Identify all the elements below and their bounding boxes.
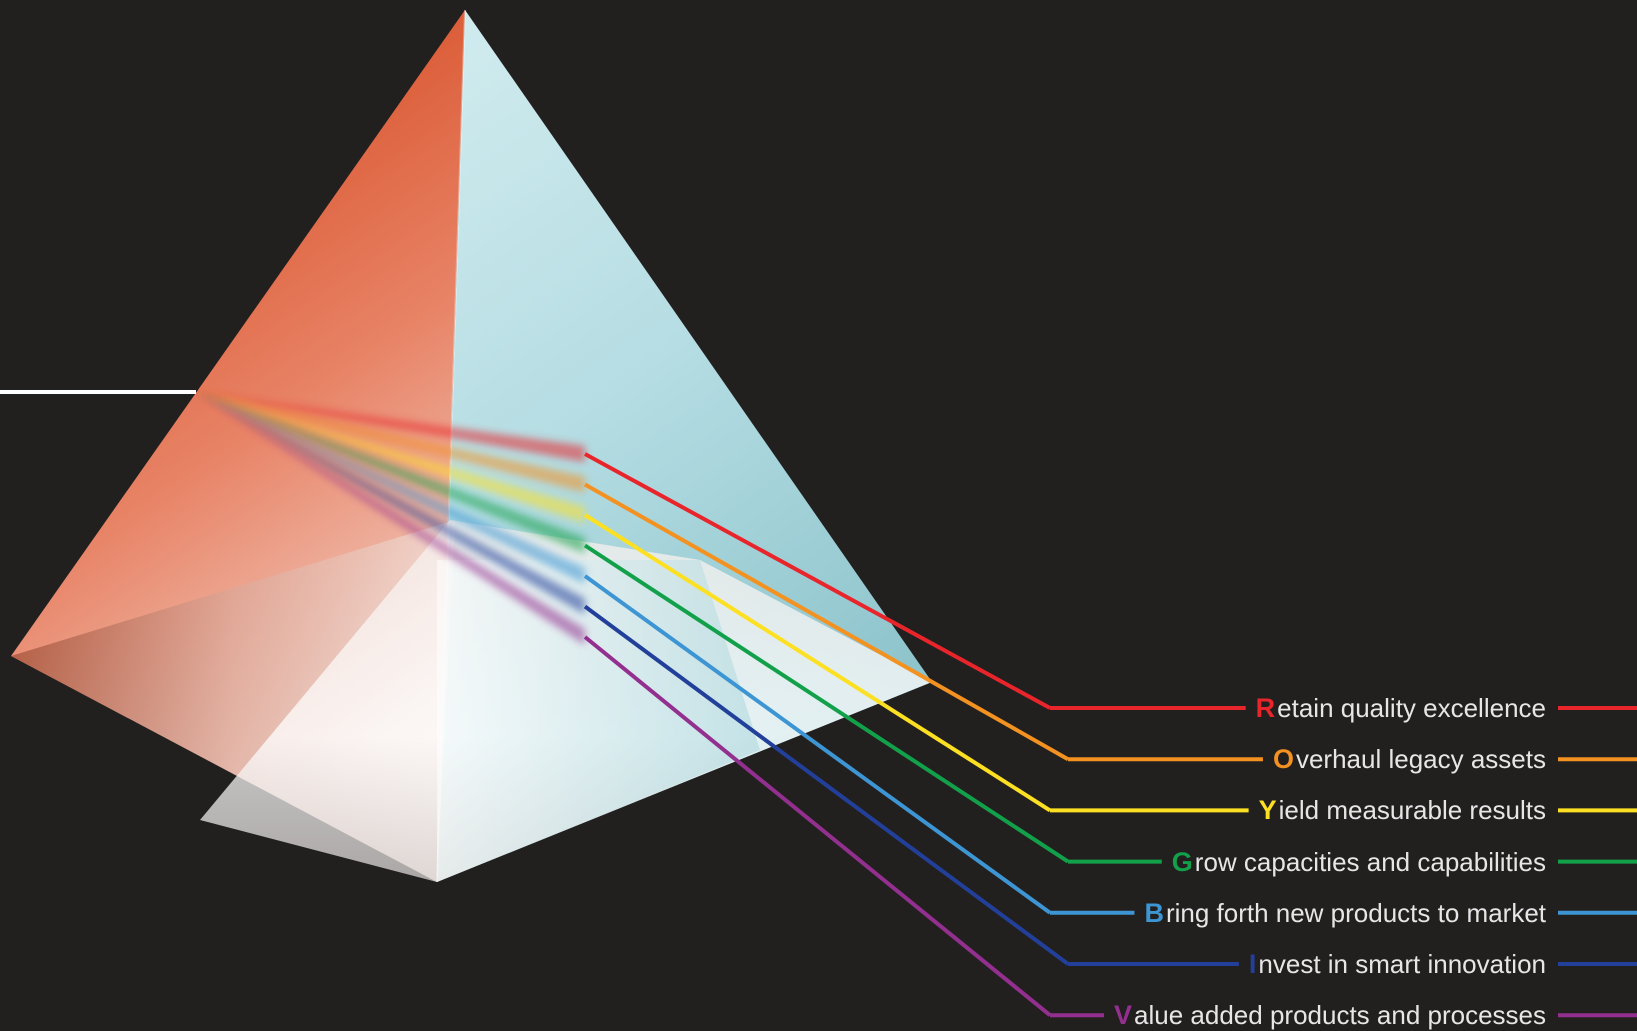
label-initial-letter: G [1171, 846, 1193, 877]
inner-beam-invest [196, 392, 585, 615]
outgoing-ray-yield [583, 513, 1052, 813]
label-text: nvest in smart innovation [1258, 949, 1546, 979]
label-initial-letter: B [1144, 897, 1164, 928]
outgoing-ray-retain [584, 452, 1051, 710]
spectrum-label-value: Value added products and processes [1114, 995, 1546, 1031]
label-initial-letter: V [1114, 1000, 1133, 1031]
label-text: ring forth new products to market [1165, 897, 1546, 928]
label-text: verhaul legacy assets [1295, 744, 1546, 775]
spectrum-label-retain: Retain quality excellence [1256, 688, 1546, 728]
inner-beam-grow [196, 392, 585, 554]
spectrum-label-yield: Yield measurable results [1259, 790, 1546, 830]
spectrum-label-invest: Invest in smart innovation [1249, 944, 1546, 984]
inner-beam-yield [196, 392, 585, 523]
label-text: ield measurable results [1278, 795, 1546, 826]
label-initial-letter: Y [1258, 795, 1277, 826]
spectrum-label-bring: Bring forth new products to market [1144, 893, 1546, 933]
prism-front-glow [437, 560, 760, 882]
spectrum-rays [196, 392, 1637, 1018]
label-initial-letter: O [1272, 744, 1294, 775]
label-initial-letter: I [1248, 949, 1257, 979]
spectrum-label-grow: Grow capacities and capabilities [1172, 842, 1546, 882]
inner-beam-retain [196, 392, 585, 462]
label-initial-letter: R [1255, 693, 1276, 723]
outgoing-ray-grow [583, 543, 1070, 864]
outgoing-ray-bring [583, 574, 1052, 915]
label-text: alue added products and processes [1134, 1000, 1546, 1031]
outgoing-ray-invest [583, 604, 1070, 966]
prism-center-edge [436, 9, 466, 883]
label-text: row capacities and capabilities [1194, 846, 1546, 877]
outgoing-ray-value [583, 635, 1052, 1017]
label-text: etain quality excellence [1277, 693, 1546, 723]
inner-beam-bring [196, 392, 585, 584]
inner-beam-value [196, 392, 585, 645]
outgoing-ray-overhaul [584, 482, 1069, 761]
spectrum-label-overhaul: Overhaul legacy assets [1273, 739, 1546, 779]
inner-beam-overhaul [196, 392, 585, 493]
